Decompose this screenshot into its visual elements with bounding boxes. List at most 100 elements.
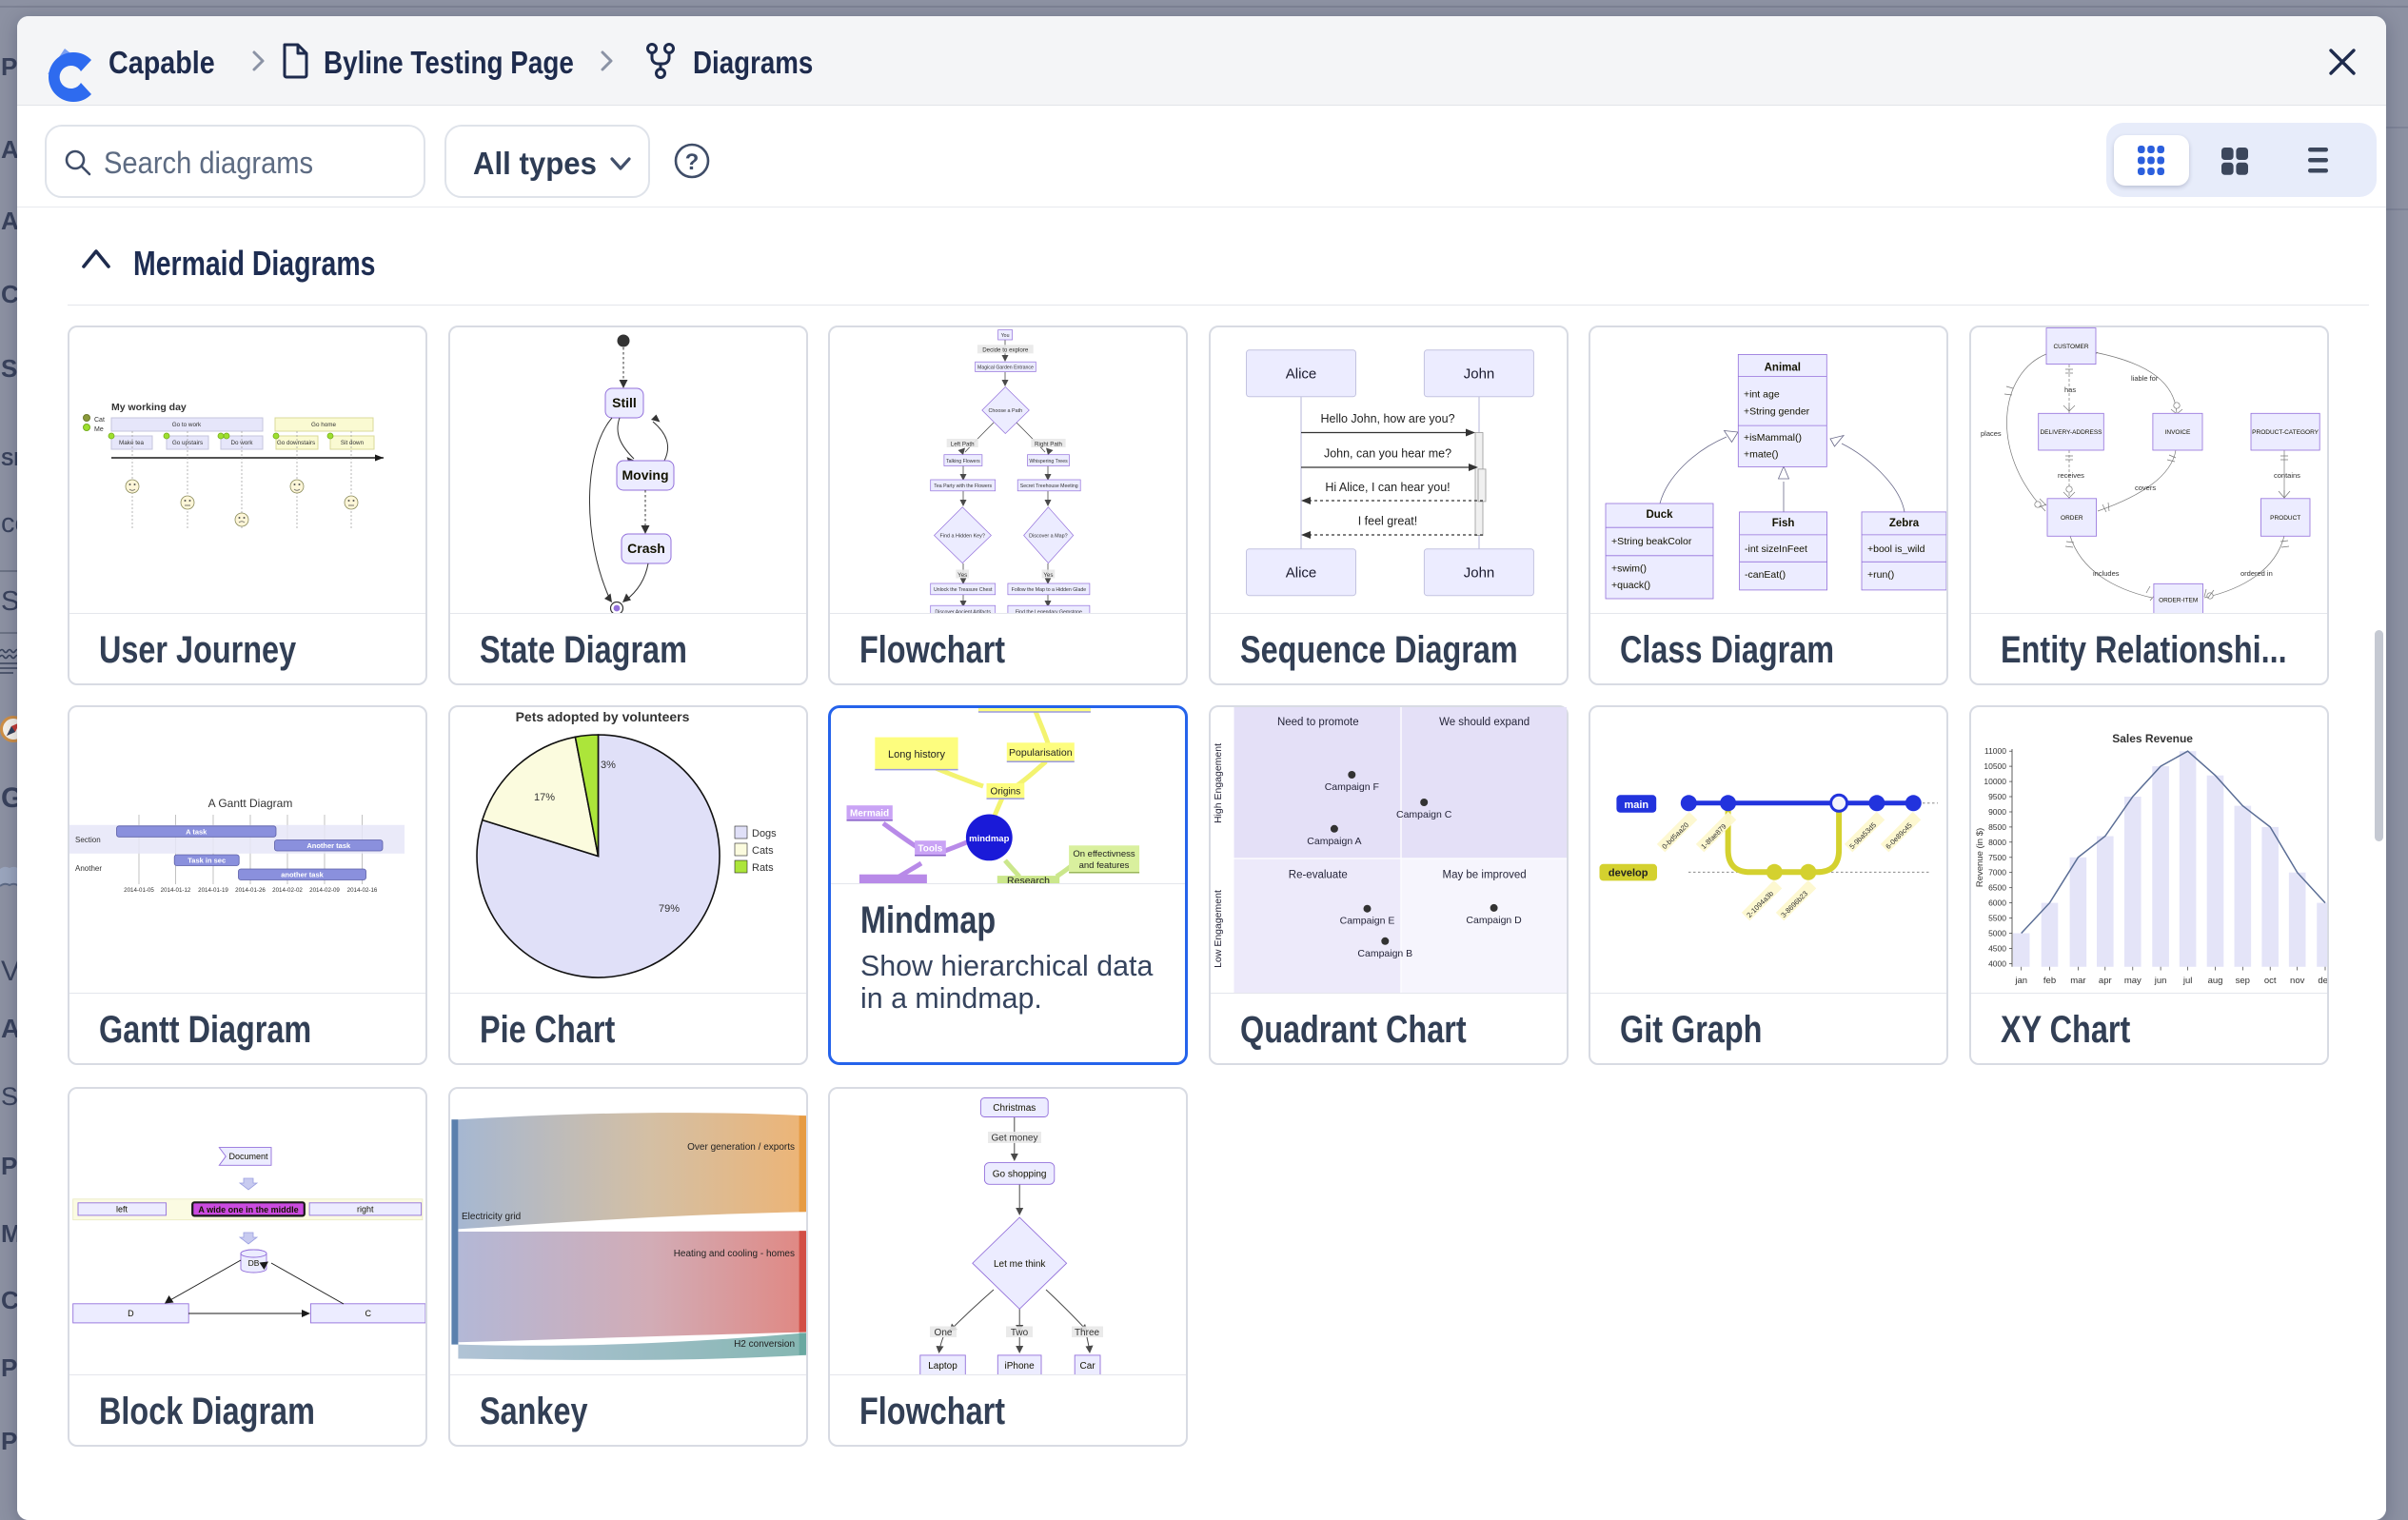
svg-text:Me: Me (94, 426, 104, 433)
svg-text:Car: Car (1080, 1361, 1096, 1372)
svg-text:4500: 4500 (1988, 943, 2006, 953)
svg-text:Find a Hidden Key?: Find a Hidden Key? (940, 534, 985, 540)
svg-text:+isMammal(): +isMammal() (1744, 432, 1802, 444)
svg-text:Let me think: Let me think (994, 1259, 1046, 1270)
svg-text:jun: jun (2153, 976, 2166, 986)
svg-text:2014-02-16: 2014-02-16 (347, 887, 378, 894)
svg-text:Right Path: Right Path (1035, 441, 1062, 447)
svg-text:Discover a Map?: Discover a Map? (1029, 534, 1067, 540)
svg-text:Secret Treehouse Meeting: Secret Treehouse Meeting (1020, 484, 1078, 489)
svg-text:+run(): +run() (1867, 569, 1894, 581)
svg-text:Three: Three (1075, 1328, 1100, 1338)
svg-text:9000: 9000 (1988, 807, 2006, 817)
svg-text:apr: apr (2098, 976, 2111, 986)
svg-text:Zebra: Zebra (1889, 518, 1920, 529)
svg-text:?: ? (685, 149, 700, 175)
svg-text:ORDER: ORDER (2061, 515, 2083, 522)
svg-text:Hello John, how are you?: Hello John, how are you? (1320, 412, 1454, 425)
svg-text:Decide to explore: Decide to explore (982, 347, 1029, 354)
svg-text:develop: develop (1609, 868, 1648, 879)
svg-text:8500: 8500 (1988, 822, 2006, 832)
svg-text:Fish: Fish (1772, 518, 1795, 529)
svg-text:Still: Still (612, 395, 637, 410)
svg-text:Electricity grid: Electricity grid (462, 1212, 521, 1222)
svg-text:We should expand: We should expand (1439, 717, 1530, 728)
svg-text:Find the Legendary Gemstone: Find the Legendary Gemstone (1016, 609, 1082, 614)
svg-text:A Gantt Diagram: A Gantt Diagram (208, 797, 293, 810)
svg-text:Yes: Yes (1043, 572, 1053, 579)
svg-text:main: main (1624, 799, 1648, 811)
svg-text:Choose a Path: Choose a Path (988, 408, 1022, 414)
svg-text:Talking Flowers: Talking Flowers (946, 459, 980, 464)
svg-text:Another: Another (75, 864, 102, 873)
svg-text:Campaign B: Campaign B (1357, 948, 1412, 959)
svg-text:7000: 7000 (1988, 868, 2006, 878)
svg-text:covers: covers (2135, 484, 2156, 492)
svg-text:79%: 79% (658, 903, 679, 915)
svg-text:INVOICE: INVOICE (2164, 429, 2190, 436)
svg-text:Cat: Cat (94, 417, 105, 424)
svg-text:3%: 3% (601, 760, 616, 771)
svg-text:0-bd5aa20: 0-bd5aa20 (1660, 820, 1690, 851)
svg-text:2-1094a3b: 2-1094a3b (1745, 889, 1775, 919)
svg-text:John, can you hear me?: John, can you hear me? (1323, 447, 1451, 461)
svg-text:17%: 17% (533, 792, 554, 803)
svg-text:Magical Garden Entrance: Magical Garden Entrance (977, 365, 1034, 371)
svg-text:Long history: Long history (888, 749, 945, 760)
svg-text:Rats: Rats (752, 862, 774, 874)
svg-text:Hi Alice, I can hear you!: Hi Alice, I can hear you! (1325, 481, 1450, 494)
svg-text:Moving: Moving (622, 467, 668, 483)
svg-text:10500: 10500 (1984, 761, 2006, 771)
svg-text:Follow the Map to a Hidden Gla: Follow the Map to a Hidden Glade (1012, 587, 1087, 593)
svg-text:-canEat(): -canEat() (1745, 569, 1786, 581)
svg-text:D: D (128, 1309, 134, 1318)
svg-text:Whispering Trees: Whispering Trees (1029, 459, 1068, 464)
svg-text:PRODUCT: PRODUCT (2270, 515, 2300, 522)
svg-text:+mate(): +mate() (1744, 449, 1778, 461)
svg-text:A task: A task (186, 827, 207, 836)
svg-text:CUSTOMER: CUSTOMER (2053, 344, 2088, 350)
svg-text:mar: mar (2070, 976, 2085, 986)
svg-text:7500: 7500 (1988, 853, 2006, 862)
svg-text:8000: 8000 (1988, 838, 2006, 847)
svg-text:feb: feb (2043, 976, 2055, 986)
svg-text:4000: 4000 (1988, 958, 2006, 968)
svg-text:Section: Section (75, 836, 101, 844)
svg-text:Unlock the Treasure Chest: Unlock the Treasure Chest (934, 587, 993, 593)
svg-text:2014-01-19: 2014-01-19 (198, 887, 228, 894)
svg-text:2014-02-09: 2014-02-09 (309, 887, 340, 894)
svg-text:and features: and features (1079, 860, 1130, 871)
svg-text:C: C (365, 1309, 371, 1318)
svg-text:Make tea: Make tea (119, 440, 144, 446)
svg-text:Discover Ancient Artifacts: Discover Ancient Artifacts (935, 609, 991, 614)
svg-text:+int age: +int age (1744, 389, 1780, 401)
svg-text:jan: jan (2014, 976, 2027, 986)
svg-text:5000: 5000 (1988, 929, 2006, 938)
svg-text:PRODUCT-CATEGORY: PRODUCT-CATEGORY (2252, 429, 2319, 436)
svg-text:another task: another task (281, 871, 324, 879)
svg-text:Left Path: Left Path (951, 441, 975, 447)
svg-text:sep: sep (2235, 976, 2249, 986)
svg-text:ORDER-ITEM: ORDER-ITEM (2159, 597, 2198, 603)
svg-text:liable for: liable for (2131, 374, 2159, 383)
svg-text:Two: Two (1011, 1328, 1029, 1338)
svg-text:+bool is_wild: +bool is_wild (1867, 543, 1925, 555)
svg-text:Sit down: Sit down (341, 440, 365, 446)
svg-text:2014-01-12: 2014-01-12 (161, 887, 191, 894)
svg-text:10000: 10000 (1984, 777, 2006, 786)
svg-text:Alice: Alice (1285, 565, 1316, 582)
svg-text:Go to work: Go to work (172, 422, 202, 428)
svg-text:6-0e89c45: 6-0e89c45 (1884, 821, 1913, 851)
svg-text:Duck: Duck (1646, 509, 1673, 521)
svg-text:contains: contains (2274, 471, 2300, 480)
svg-text:Research: Research (1007, 876, 1050, 885)
svg-text:Go home: Go home (311, 422, 336, 428)
svg-text:+quack(): +quack() (1611, 580, 1650, 591)
svg-text:mindmap: mindmap (969, 834, 1009, 844)
svg-text:Heating and cooling - homes: Heating and cooling - homes (673, 1249, 794, 1259)
svg-text:11000: 11000 (1984, 746, 2005, 756)
svg-text:Campaign C: Campaign C (1396, 809, 1452, 820)
svg-text:Campaign D: Campaign D (1466, 915, 1522, 926)
svg-text:A wide one in the middle: A wide one in the middle (198, 1205, 298, 1214)
svg-text:John: John (1463, 565, 1494, 582)
